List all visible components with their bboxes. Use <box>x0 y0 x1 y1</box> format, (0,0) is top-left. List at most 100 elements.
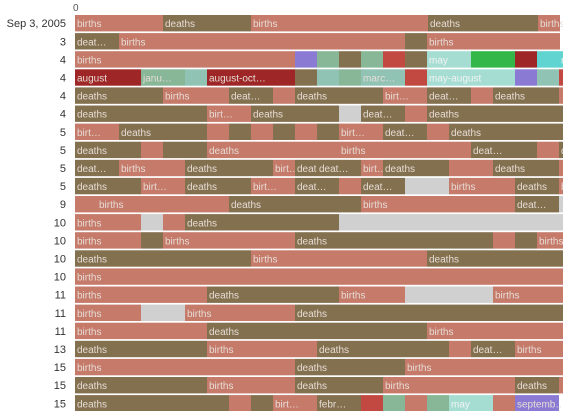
timeline-segment[interactable] <box>295 159 317 177</box>
timeline-segment[interactable] <box>75 105 207 122</box>
timeline-segment[interactable] <box>295 87 383 104</box>
timeline-segment[interactable] <box>75 177 141 195</box>
timeline-segment[interactable] <box>185 159 273 177</box>
timeline-segment[interactable] <box>119 123 207 140</box>
timeline-segment[interactable] <box>317 123 339 140</box>
timeline-segment[interactable] <box>75 196 97 213</box>
timeline-segment[interactable] <box>339 123 383 140</box>
timeline-segment[interactable] <box>405 177 449 195</box>
timeline-segment[interactable] <box>141 69 185 86</box>
timeline-segment[interactable] <box>295 123 317 140</box>
timeline-segment[interactable] <box>383 159 449 177</box>
timeline-segment[interactable] <box>449 395 493 411</box>
timeline-segment[interactable] <box>251 177 295 195</box>
timeline-segment[interactable] <box>317 51 339 68</box>
timeline-segment[interactable] <box>273 159 295 177</box>
timeline-segment[interactable] <box>163 141 207 159</box>
timeline-segment[interactable] <box>317 159 361 177</box>
timeline-segment[interactable] <box>405 395 427 411</box>
timeline-segment[interactable] <box>295 69 317 86</box>
timeline-segment[interactable] <box>559 51 563 68</box>
timeline-segment[interactable] <box>251 395 273 411</box>
timeline-segment[interactable] <box>515 196 559 213</box>
timeline-segment[interactable] <box>75 33 119 50</box>
timeline-segment[interactable] <box>383 377 515 394</box>
timeline-segment[interactable] <box>229 196 361 213</box>
timeline-segment[interactable] <box>559 177 563 195</box>
timeline-segment[interactable] <box>427 69 515 86</box>
timeline-segment[interactable] <box>273 395 317 411</box>
timeline-segment[interactable] <box>427 322 563 340</box>
timeline-segment[interactable] <box>75 141 141 159</box>
timeline-segment[interactable] <box>295 358 405 376</box>
timeline-segment[interactable] <box>427 87 471 104</box>
timeline-segment[interactable] <box>295 304 563 321</box>
timeline-segment[interactable] <box>559 377 563 394</box>
timeline-segment[interactable] <box>75 377 207 394</box>
timeline-segment[interactable] <box>515 69 537 86</box>
timeline-segment[interactable] <box>405 51 427 68</box>
timeline-segment[interactable] <box>295 377 383 394</box>
timeline-segment[interactable] <box>141 214 163 231</box>
timeline-segment[interactable] <box>493 232 515 249</box>
timeline-segment[interactable] <box>405 105 427 122</box>
timeline-segment[interactable] <box>449 159 493 177</box>
timeline-segment[interactable] <box>75 304 141 321</box>
timeline-segment[interactable] <box>75 322 207 340</box>
timeline-segment[interactable] <box>515 232 537 249</box>
timeline-segment[interactable] <box>295 232 493 249</box>
timeline-segment[interactable] <box>75 395 229 411</box>
timeline-segment[interactable] <box>515 377 559 394</box>
timeline-segment[interactable] <box>361 105 405 122</box>
timeline-segment[interactable] <box>427 33 560 50</box>
timeline-segment[interactable] <box>75 159 119 177</box>
timeline-segment[interactable] <box>295 177 339 195</box>
timeline-segment[interactable] <box>273 123 295 140</box>
timeline-segment[interactable] <box>185 304 295 321</box>
timeline-segment[interactable] <box>317 395 361 411</box>
timeline-segment[interactable] <box>339 286 405 303</box>
timeline-segment[interactable] <box>383 51 405 68</box>
timeline-segment[interactable] <box>383 395 405 411</box>
timeline-segment[interactable] <box>75 340 207 358</box>
timeline-segment[interactable] <box>185 214 339 231</box>
timeline-segment[interactable] <box>515 340 563 358</box>
timeline-segment[interactable] <box>339 177 361 195</box>
timeline-segment[interactable] <box>75 232 141 249</box>
timeline-segment[interactable] <box>427 105 563 122</box>
timeline-segment[interactable] <box>405 69 427 86</box>
timeline-segment[interactable] <box>75 268 563 285</box>
timeline-segment[interactable] <box>471 340 515 358</box>
timeline-segment[interactable] <box>361 395 383 411</box>
timeline-segment[interactable] <box>207 105 251 122</box>
timeline-segment[interactable] <box>559 87 563 104</box>
timeline-segment[interactable] <box>339 214 563 231</box>
timeline-segment[interactable] <box>75 214 141 231</box>
timeline-segment[interactable] <box>559 196 563 213</box>
timeline-segment[interactable] <box>141 177 185 195</box>
timeline-segment[interactable] <box>383 123 427 140</box>
timeline-segment[interactable] <box>75 123 119 140</box>
timeline-segment[interactable] <box>207 141 339 159</box>
timeline-segment[interactable] <box>163 214 185 231</box>
timeline-segment[interactable] <box>405 286 493 303</box>
timeline-segment[interactable] <box>515 395 559 411</box>
timeline-segment[interactable] <box>97 196 229 213</box>
timeline-segment[interactable] <box>515 51 537 68</box>
timeline-segment[interactable] <box>471 141 537 159</box>
timeline-segment[interactable] <box>383 87 427 104</box>
timeline-segment[interactable] <box>537 51 559 68</box>
timeline-segment[interactable] <box>405 358 563 376</box>
timeline-segment[interactable] <box>119 159 185 177</box>
timeline-segment[interactable] <box>207 286 339 303</box>
timeline-segment[interactable] <box>449 340 471 358</box>
timeline-segment[interactable] <box>538 15 560 32</box>
timeline-segment[interactable] <box>207 377 295 394</box>
timeline-segment[interactable] <box>75 286 207 303</box>
timeline-segment[interactable] <box>317 340 449 358</box>
timeline-segment[interactable] <box>559 69 563 86</box>
timeline-segment[interactable] <box>493 159 559 177</box>
timeline-segment[interactable] <box>229 123 251 140</box>
timeline-segment[interactable] <box>251 250 427 267</box>
timeline-segment[interactable] <box>361 159 383 177</box>
